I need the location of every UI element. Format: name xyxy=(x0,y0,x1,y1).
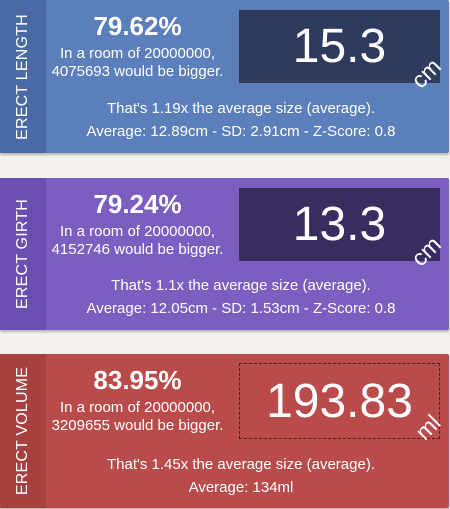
girth-ratio-line: That's 1.1x the average size (average). xyxy=(111,277,371,294)
length-value: 15.3 xyxy=(292,20,387,73)
volume-stats: That's 1.45x the average size (average).… xyxy=(46,453,436,499)
volume-value: 193.83 xyxy=(266,374,413,428)
volume-side-label: ERECT VOLUME xyxy=(14,366,31,496)
volume-percentile: 83.95% xyxy=(93,365,182,395)
length-stats-line: Average: 12.89cm - SD: 2.91cm - Z-Score:… xyxy=(86,123,396,140)
length-room-line1: In a room of 20000000, xyxy=(59,45,216,62)
volume-ratio-line: That's 1.45x the average size (average). xyxy=(106,456,375,473)
volume-room-line2: 3209655 would be bigger. xyxy=(51,417,224,434)
length-room-text: In a room of 20000000, 4075693 would be … xyxy=(46,45,229,81)
volume-stats-line: Average: 134ml xyxy=(188,479,294,496)
volume-room-text: In a room of 20000000, 3209655 would be … xyxy=(46,399,229,435)
length-room-line2: 4075693 would be bigger. xyxy=(51,63,224,80)
volume-side-strip: ERECT VOLUME xyxy=(0,354,46,508)
girth-room-line2: 4152746 would be bigger. xyxy=(51,241,224,258)
girth-percentile: 79.24% xyxy=(93,189,182,219)
girth-value: 13.3 xyxy=(292,198,387,251)
length-side-strip: ERECT LENGTH xyxy=(0,0,46,153)
volume-value-box: 193.83 xyxy=(239,363,440,439)
girth-room-text: In a room of 20000000, 4152746 would be … xyxy=(46,223,229,259)
length-card: ERECT LENGTH 79.62% In a room of 2000000… xyxy=(0,0,449,153)
girth-stats: That's 1.1x the average size (average). … xyxy=(46,274,436,320)
length-value-box: 15.3 xyxy=(239,10,440,83)
girth-room-line1: In a room of 20000000, xyxy=(59,223,216,240)
length-percentile: 79.62% xyxy=(93,11,182,41)
girth-side-strip: ERECT GIRTH xyxy=(0,178,46,330)
girth-card: ERECT GIRTH 79.24% In a room of 20000000… xyxy=(0,178,449,330)
length-ratio-line: That's 1.19x the average size (average). xyxy=(106,100,375,117)
volume-room-line1: In a room of 20000000, xyxy=(59,399,216,416)
girth-value-box: 13.3 xyxy=(239,188,440,261)
length-stats: That's 1.19x the average size (average).… xyxy=(46,97,436,143)
girth-side-label: ERECT GIRTH xyxy=(14,198,31,310)
volume-card: ERECT VOLUME 83.95% In a room of 2000000… xyxy=(0,354,449,508)
girth-stats-line: Average: 12.05cm - SD: 1.53cm - Z-Score:… xyxy=(86,300,396,317)
length-side-label: ERECT LENGTH xyxy=(14,13,31,140)
